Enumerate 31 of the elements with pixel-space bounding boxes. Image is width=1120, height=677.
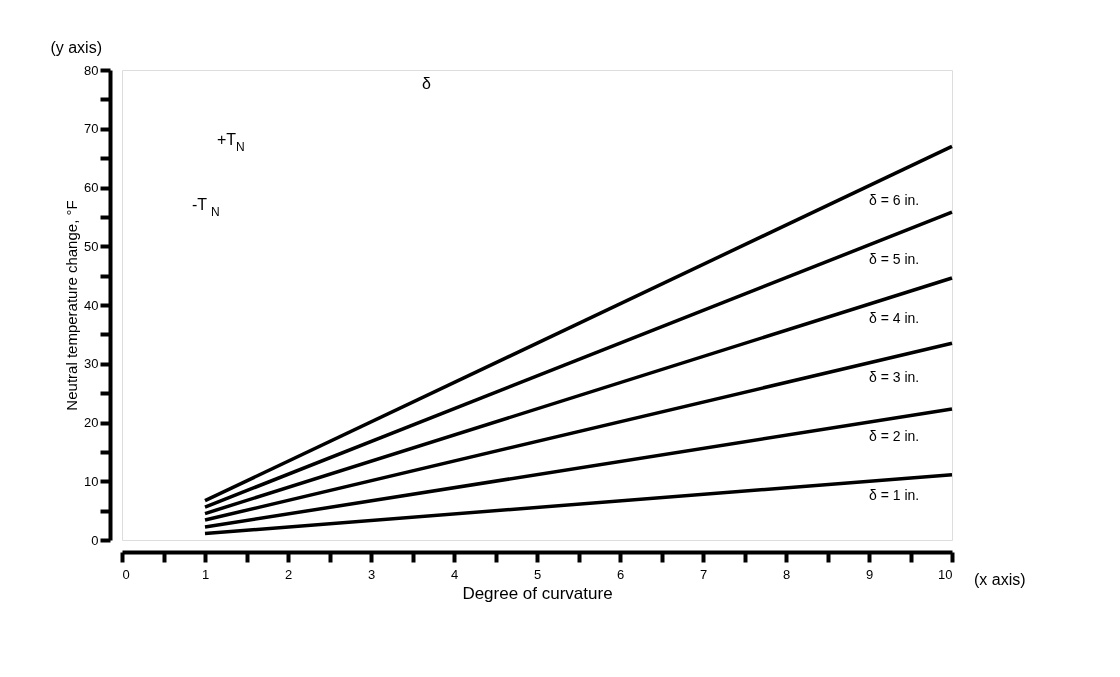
- y-tick-label: 50: [84, 238, 99, 254]
- y-tick-label: 70: [84, 121, 99, 137]
- y-tick-label: 60: [84, 180, 99, 195]
- x-tick-label: 8: [782, 566, 791, 582]
- series-label: δ = 4 in.: [869, 310, 920, 327]
- annotation: δ: [422, 75, 431, 92]
- x-tick-label: 6: [616, 566, 625, 582]
- x-tick-label: 2: [284, 566, 293, 582]
- y-tick-label: 10: [84, 473, 99, 489]
- y-tick-label: 20: [84, 415, 99, 430]
- series-label: δ = 3 in.: [869, 368, 920, 385]
- x-tick-label: 4: [450, 566, 459, 582]
- x-tick-label: 9: [865, 566, 874, 582]
- series-label: δ = 6 in.: [869, 191, 920, 208]
- y-axis-title: Neutral temperature change, °F: [63, 200, 81, 411]
- x-tick-label: 3: [367, 566, 376, 582]
- text: (x axis): [974, 571, 1026, 588]
- x-tick-label: 5: [533, 566, 542, 582]
- x-axis-title: Degree of curvature: [462, 583, 613, 603]
- x-tick-label: 1: [201, 566, 210, 582]
- y-tick-label: 40: [84, 297, 99, 313]
- x-tick-label: 10: [938, 566, 953, 582]
- y-tick-label: 0: [91, 532, 99, 548]
- series-label: δ = 2 in.: [869, 428, 920, 445]
- text: (y axis): [50, 39, 102, 56]
- x-tick-label: 0: [122, 566, 130, 582]
- series-label: δ = 5 in.: [869, 250, 920, 267]
- series-label: δ = 1 in.: [869, 487, 920, 504]
- y-tick-label: 30: [84, 356, 99, 372]
- x-tick-label: 7: [699, 566, 708, 582]
- y-tick-label: 80: [84, 62, 99, 78]
